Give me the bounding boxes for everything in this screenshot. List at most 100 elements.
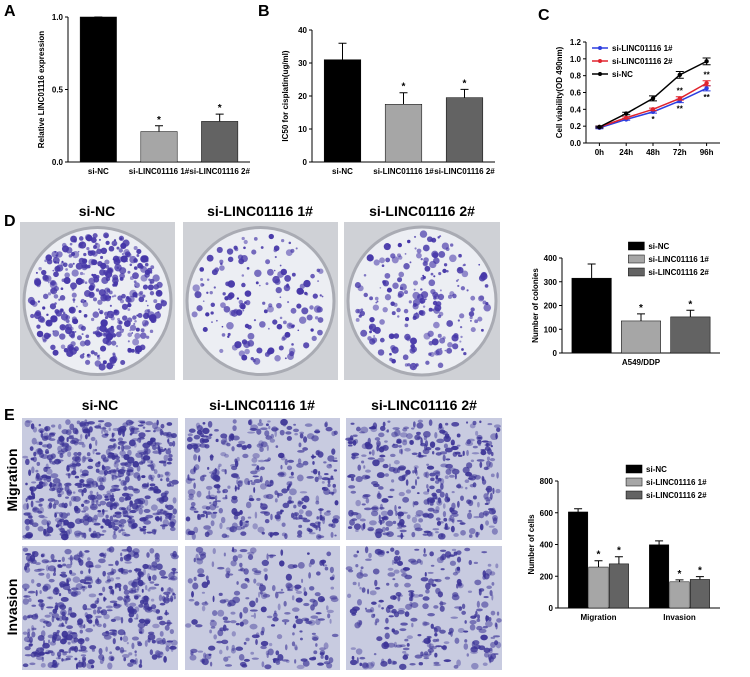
cell (287, 459, 295, 463)
cell (266, 652, 269, 658)
colony (120, 359, 126, 365)
cell (172, 440, 176, 447)
cell (84, 575, 93, 581)
cell (434, 625, 442, 632)
cell (233, 590, 241, 596)
cell (312, 468, 318, 475)
significance: * (639, 303, 643, 314)
colony (199, 267, 205, 272)
colony (129, 324, 137, 331)
colony (129, 263, 133, 267)
colony (284, 357, 287, 360)
cell (85, 560, 94, 568)
cell (106, 609, 113, 612)
cell (77, 441, 85, 445)
x-tick-label: si-LINC01116 1# (373, 167, 434, 176)
legend-label: si-NC (648, 242, 669, 251)
cell (199, 553, 207, 559)
cell (375, 548, 381, 552)
colony (102, 293, 110, 301)
cell (108, 563, 114, 567)
cell (75, 583, 83, 591)
cell (226, 645, 229, 651)
colony (92, 311, 100, 318)
cell (353, 523, 361, 531)
cell (138, 507, 143, 515)
cell (202, 421, 206, 425)
cell (374, 579, 378, 587)
cell (107, 454, 115, 459)
cell (224, 664, 233, 667)
cell (106, 571, 115, 576)
colony (71, 251, 76, 257)
cell (303, 436, 308, 443)
cell (450, 616, 459, 619)
colony (136, 248, 142, 255)
cell (365, 497, 370, 504)
cell (314, 430, 321, 434)
cell (297, 449, 305, 453)
cell (63, 523, 68, 526)
cell (276, 634, 283, 640)
cell (389, 488, 395, 492)
cell (296, 664, 305, 670)
cell (67, 521, 75, 529)
colony (37, 300, 41, 303)
cell (488, 461, 493, 468)
cell (207, 466, 210, 470)
colony (317, 317, 324, 323)
cell (41, 473, 48, 480)
cell (108, 631, 116, 636)
cell (79, 629, 83, 634)
cell (189, 507, 197, 511)
cell (31, 631, 36, 638)
cell (290, 512, 295, 519)
cell (362, 493, 371, 498)
colony (59, 333, 66, 340)
cell (123, 533, 131, 537)
cell (488, 617, 492, 622)
cell (399, 644, 406, 648)
cell (118, 586, 122, 592)
y-tick-label: 800 (540, 477, 554, 486)
cell (325, 605, 329, 611)
cell (122, 635, 129, 643)
cell (109, 600, 118, 604)
cell (393, 561, 398, 564)
cell (101, 476, 107, 483)
cell (369, 520, 377, 526)
cell (418, 594, 424, 597)
cell (98, 484, 105, 491)
cell (36, 484, 44, 489)
cell (104, 466, 111, 471)
cell (258, 419, 262, 423)
cell (85, 628, 94, 633)
cell (167, 438, 170, 444)
cell (257, 459, 266, 463)
cell (27, 628, 31, 634)
cell (76, 661, 84, 668)
cell (124, 496, 129, 501)
cell (319, 650, 326, 655)
cell (114, 528, 118, 532)
legend-swatch (625, 477, 643, 487)
cell (73, 554, 81, 561)
cell (68, 606, 73, 611)
cell (423, 656, 430, 660)
colony (221, 333, 226, 337)
cell (370, 510, 379, 517)
colony (52, 269, 55, 272)
error-bar (594, 560, 603, 568)
cell (73, 451, 79, 457)
cell (148, 631, 155, 635)
cell (301, 578, 304, 583)
cell (67, 451, 72, 458)
cell (426, 635, 432, 639)
cell (122, 596, 131, 603)
colony (118, 248, 123, 253)
cell (95, 439, 98, 446)
cell (82, 483, 85, 488)
cell (403, 426, 410, 430)
cell (99, 500, 107, 506)
cell (360, 426, 369, 434)
